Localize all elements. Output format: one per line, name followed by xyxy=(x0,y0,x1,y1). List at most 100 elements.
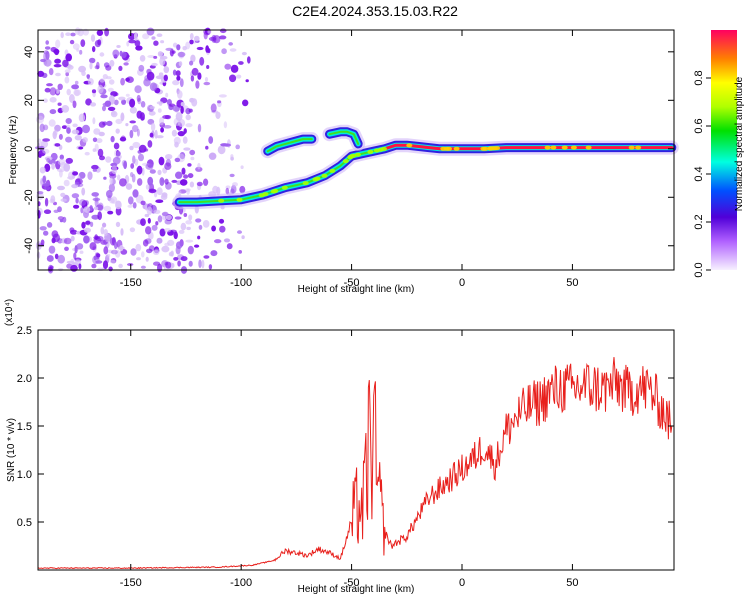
heatmap-noise-blob xyxy=(85,220,91,225)
heatmap-noise-blob xyxy=(92,46,96,53)
heatmap-noise-blob xyxy=(203,255,210,259)
heatmap-noise-blob xyxy=(151,36,156,40)
heatmap-noise-blob xyxy=(73,204,80,209)
heatmap-noise-blob xyxy=(205,45,210,53)
heatmap-noise-blob xyxy=(208,264,213,270)
heatmap-noise-blob xyxy=(65,157,74,164)
heatmap-noise-blob xyxy=(212,35,221,44)
heatmap-noise-blob xyxy=(76,243,84,250)
heatmap-noise-blob xyxy=(57,158,66,166)
heatmap-noise-blob xyxy=(204,77,209,82)
heatmap-noise-blob xyxy=(147,217,151,224)
heatmap-noise-blob xyxy=(57,206,62,213)
heatmap-noise-blob xyxy=(66,127,71,134)
heatmap-noise-blob xyxy=(70,32,76,37)
heatmap-noise-blob xyxy=(110,249,118,255)
heatmap-noise-blob xyxy=(168,103,176,107)
heatmap-noise-blob xyxy=(134,158,139,166)
heatmap-noise-blob xyxy=(179,78,184,88)
heatmap-noise-blob xyxy=(177,51,186,58)
heatmap-noise-blob xyxy=(140,200,146,206)
heatmap-noise-blob xyxy=(147,55,155,58)
heatmap-noise-blob xyxy=(120,51,127,59)
heatmap-noise-blob xyxy=(69,94,75,103)
heatmap-noise-blob xyxy=(163,74,168,82)
heatmap-noise-blob xyxy=(159,177,165,186)
heatmap-noise-blob xyxy=(180,222,187,231)
heatmap-noise-blob xyxy=(182,46,187,51)
heatmap-noise-blob xyxy=(136,94,141,102)
heatmap-noise-blob xyxy=(49,97,57,103)
heatmap-noise-blob xyxy=(167,239,175,246)
heatmap-noise-blob xyxy=(72,123,78,128)
heatmap-noise-blob xyxy=(149,132,154,138)
heatmap-noise-blob xyxy=(65,136,73,143)
heatmap-noise-blob xyxy=(135,243,142,252)
heatmap-noise-blob xyxy=(42,148,50,154)
heatmap-noise-blob xyxy=(232,182,238,187)
heatmap-noise-blob xyxy=(238,61,244,65)
heatmap-noise-field xyxy=(35,27,251,274)
heatmap-noise-blob xyxy=(99,155,105,161)
heatmap-noise-blob xyxy=(175,70,181,77)
heatmap-noise-blob xyxy=(208,136,214,144)
heatmap-noise-blob xyxy=(156,237,163,244)
heatmap-noise-blob xyxy=(129,145,134,151)
heatmap-noise-blob xyxy=(70,264,78,272)
heatmap-noise-blob xyxy=(177,260,181,267)
heatmap-noise-blob xyxy=(194,35,200,42)
snr-series-line xyxy=(37,357,673,570)
heatmap-noise-blob xyxy=(205,145,209,150)
heatmap-noise-blob xyxy=(160,194,168,200)
heatmap-noise-blob xyxy=(189,33,194,40)
heatmap-noise-blob xyxy=(190,156,195,161)
heatmap-noise-blob xyxy=(98,121,106,128)
heatmap-trace-peak xyxy=(321,173,328,178)
heatmap-noise-blob xyxy=(132,125,139,133)
heatmap-noise-blob xyxy=(120,112,125,122)
heatmap-noise-blob xyxy=(210,250,218,257)
heatmap-noise-blob xyxy=(171,50,176,54)
heatmap-noise-blob xyxy=(130,163,135,169)
heatmap-y-tick-label: 0 xyxy=(23,146,35,152)
heatmap-noise-blob xyxy=(81,70,86,76)
heatmap-noise-blob xyxy=(197,123,202,133)
heatmap-noise-blob xyxy=(164,115,172,120)
heatmap-noise-blob xyxy=(92,168,97,172)
heatmap-noise-blob xyxy=(146,27,155,36)
heatmap-noise-blob xyxy=(145,256,149,262)
heatmap-noise-blob xyxy=(69,39,75,45)
heatmap-trace-peak xyxy=(381,146,387,151)
heatmap-noise-blob xyxy=(208,36,217,41)
heatmap-noise-blob xyxy=(113,241,118,250)
heatmap-noise-blob xyxy=(123,62,129,66)
heatmap-y-axis-label: Frequency (Hz) xyxy=(8,116,19,185)
heatmap-noise-blob xyxy=(185,123,193,128)
heatmap-noise-blob xyxy=(74,27,81,35)
heatmap-noise-blob xyxy=(70,235,75,242)
heatmap-noise-blob xyxy=(159,228,166,237)
heatmap-noise-blob xyxy=(128,196,134,205)
heatmap-noise-blob xyxy=(107,210,114,215)
heatmap-noise-blob xyxy=(96,253,101,258)
heatmap-noise-blob xyxy=(104,27,109,37)
heatmap-noise-blob xyxy=(171,263,175,268)
heatmap-noise-blob xyxy=(194,244,200,248)
heatmap-noise-blob xyxy=(54,48,60,56)
heatmap-trace-branch-core xyxy=(266,138,313,153)
heatmap-trace-peak xyxy=(236,197,243,202)
heatmap-noise-blob xyxy=(48,245,56,254)
heatmap-noise-blob xyxy=(119,245,124,252)
heatmap-noise-blob xyxy=(115,221,121,228)
heatmap-noise-blob xyxy=(129,129,134,139)
heatmap-noise-blob xyxy=(71,129,80,135)
heatmap-noise-blob xyxy=(114,92,119,97)
heatmap-noise-blob xyxy=(191,98,198,107)
heatmap-noise-blob xyxy=(142,239,149,247)
heatmap-noise-blob xyxy=(165,47,174,52)
heatmap-noise-blob xyxy=(71,193,80,199)
heatmap-noise-blob xyxy=(183,147,191,151)
heatmap-noise-blob xyxy=(79,199,87,206)
heatmap-noise-blob xyxy=(159,117,165,126)
heatmap-trace-peak xyxy=(312,177,319,182)
